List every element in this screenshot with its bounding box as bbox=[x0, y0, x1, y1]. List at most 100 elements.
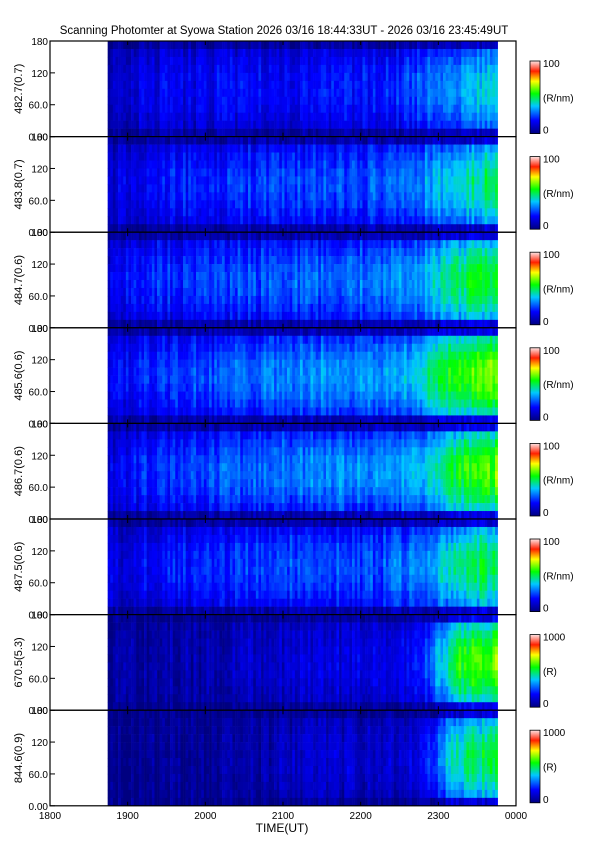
heatmap-cell bbox=[120, 240, 124, 249]
heatmap-cell bbox=[409, 96, 413, 106]
heatmap-cell bbox=[123, 264, 127, 273]
heatmap-cell bbox=[302, 303, 306, 313]
heatmap-cell bbox=[261, 295, 264, 305]
heatmap-cell bbox=[206, 272, 210, 281]
heatmap-cell bbox=[248, 311, 251, 321]
heatmap-cell bbox=[315, 88, 319, 98]
heatmap-cell bbox=[263, 303, 267, 313]
heatmap-cell bbox=[385, 280, 389, 289]
heatmap-cell bbox=[263, 96, 267, 106]
heatmap-cell bbox=[440, 64, 444, 74]
heatmap-cell bbox=[193, 64, 197, 74]
heatmap-cell bbox=[159, 232, 163, 241]
heatmap-cell bbox=[227, 72, 231, 82]
heatmap-cell bbox=[323, 160, 327, 169]
heatmap-cell bbox=[151, 88, 155, 98]
heatmap-cell bbox=[310, 319, 314, 329]
heatmap-cell bbox=[159, 56, 163, 66]
heatmap-cell bbox=[359, 104, 363, 113]
heatmap-cell bbox=[276, 144, 280, 153]
heatmap-cell bbox=[180, 64, 184, 74]
heatmap-cell bbox=[479, 200, 483, 209]
heatmap-cell bbox=[479, 144, 483, 153]
heatmap-cell bbox=[240, 264, 244, 273]
heatmap-cell bbox=[196, 80, 199, 90]
heatmap-cell bbox=[201, 280, 205, 289]
heatmap-cell bbox=[440, 56, 444, 66]
heatmap-cell bbox=[320, 64, 324, 74]
heatmap-cell bbox=[263, 256, 267, 265]
heatmap-cell bbox=[344, 144, 348, 153]
heatmap-cell bbox=[328, 80, 332, 90]
heatmap-cell bbox=[151, 240, 155, 249]
heatmap-cell bbox=[328, 168, 332, 177]
heatmap-cell bbox=[235, 280, 238, 289]
heatmap-cell bbox=[411, 120, 415, 129]
heatmap-cell bbox=[162, 136, 166, 145]
heatmap-cell bbox=[123, 319, 127, 329]
heatmap-cell bbox=[378, 224, 381, 233]
heatmap-cell bbox=[453, 160, 457, 169]
heatmap-cell bbox=[305, 208, 309, 217]
heatmap-cell bbox=[300, 208, 303, 217]
heatmap-cell bbox=[346, 64, 350, 74]
heatmap-cell bbox=[123, 208, 127, 217]
heatmap-cell bbox=[123, 287, 127, 297]
heatmap-cell bbox=[151, 152, 155, 161]
heatmap-cell bbox=[271, 160, 275, 169]
heatmap-cell bbox=[378, 112, 381, 121]
heatmap-cell bbox=[258, 280, 262, 289]
heatmap-cell bbox=[141, 303, 145, 313]
heatmap-cell bbox=[167, 64, 171, 74]
heatmap-cell bbox=[128, 152, 132, 161]
heatmap-cell bbox=[297, 303, 301, 313]
heatmap-cell bbox=[284, 136, 288, 145]
heatmap-cell bbox=[341, 240, 345, 249]
heatmap-cell bbox=[274, 224, 277, 233]
heatmap-cell bbox=[398, 104, 402, 113]
heatmap-cell bbox=[128, 280, 132, 289]
heatmap-cell bbox=[164, 112, 168, 121]
heatmap-cell bbox=[326, 176, 329, 185]
heatmap-cell bbox=[151, 287, 155, 297]
heatmap-cell bbox=[487, 144, 491, 153]
heatmap-cell bbox=[258, 168, 262, 177]
heatmap-cell bbox=[404, 144, 407, 153]
heatmap-cell bbox=[453, 64, 457, 74]
heatmap-cell bbox=[227, 240, 231, 249]
heatmap-cell bbox=[133, 176, 137, 185]
heatmap-cell bbox=[422, 160, 426, 169]
heatmap-cell bbox=[229, 184, 233, 193]
heatmap-cell bbox=[495, 152, 498, 161]
heatmap-cell bbox=[131, 128, 134, 137]
heatmap-cell bbox=[237, 48, 241, 58]
heatmap-cell bbox=[492, 144, 496, 153]
heatmap-cell bbox=[248, 264, 251, 273]
heatmap-cell bbox=[201, 248, 205, 257]
heatmap-cell bbox=[354, 280, 358, 289]
heatmap-cell bbox=[346, 88, 350, 98]
heatmap-cell bbox=[263, 80, 267, 90]
heatmap-cell bbox=[274, 184, 277, 193]
heatmap-cell bbox=[253, 72, 257, 82]
heatmap-cell bbox=[297, 240, 301, 249]
heatmap-cell bbox=[378, 248, 381, 257]
heatmap-cell bbox=[170, 192, 173, 201]
heatmap-cell bbox=[388, 240, 392, 249]
heatmap-cell bbox=[258, 240, 262, 249]
heatmap-cell bbox=[362, 41, 366, 50]
heatmap-cell bbox=[131, 176, 134, 185]
heatmap-cell bbox=[240, 287, 244, 297]
heatmap-cell bbox=[456, 48, 459, 58]
heatmap-cell bbox=[214, 152, 218, 161]
heatmap-cell bbox=[357, 120, 361, 129]
heatmap-cell bbox=[183, 104, 186, 113]
heatmap-cell bbox=[151, 112, 155, 121]
heatmap-cell bbox=[120, 200, 124, 209]
heatmap-cell bbox=[177, 96, 181, 106]
heatmap-cell bbox=[287, 88, 290, 98]
heatmap-cell bbox=[307, 88, 311, 98]
heatmap-cell bbox=[203, 256, 207, 265]
heatmap-cell bbox=[107, 256, 111, 265]
heatmap-cell bbox=[232, 48, 236, 58]
